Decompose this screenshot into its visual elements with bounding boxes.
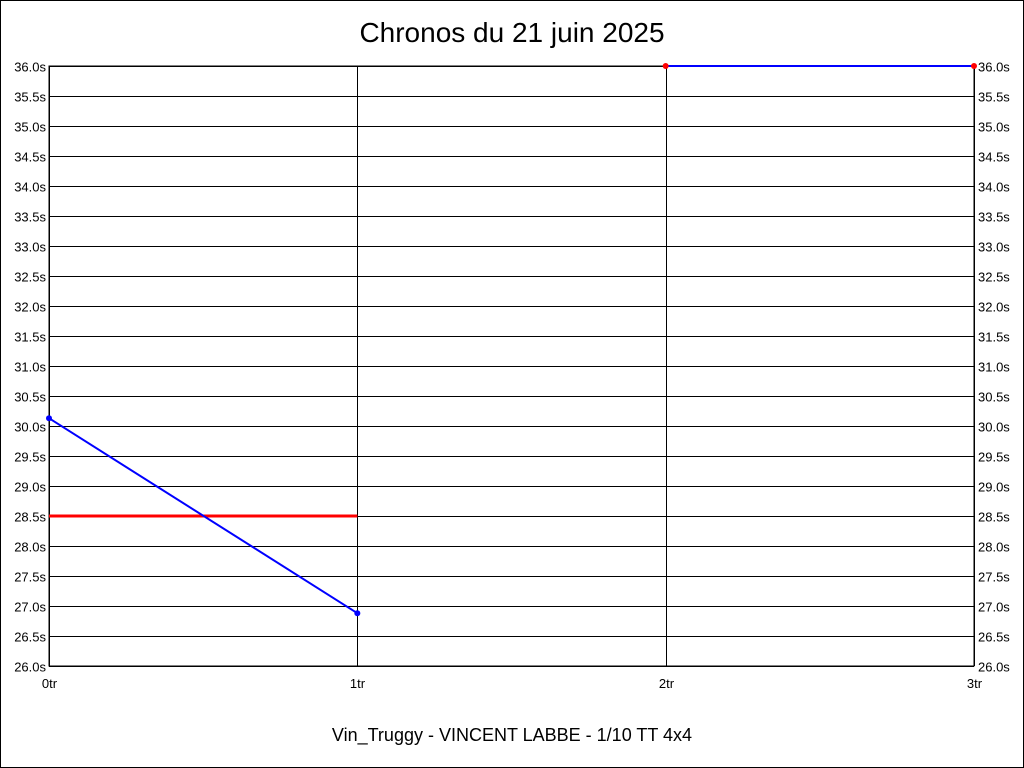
y-tick-label-left: 26.5s [14,630,46,645]
y-tick-label-right: 29.5s [978,450,1010,465]
y-tick-label-left: 35.0s [14,120,46,135]
y-tick-label-left: 32.5s [14,270,46,285]
y-tick-label-right: 36.0s [978,60,1010,75]
y-tick-label-left: 33.0s [14,240,46,255]
y-tick-label-left: 30.0s [14,420,46,435]
y-tick-label-right: 32.0s [978,300,1010,315]
data-point [662,63,669,69]
y-tick-label-right: 33.0s [978,240,1010,255]
y-tick-label-left: 36.0s [14,60,46,75]
y-tick-label-right: 30.0s [978,420,1010,435]
y-tick-label-right: 34.5s [978,150,1010,165]
y-tick-label-right: 31.5s [978,330,1010,345]
y-tick-label-left: 33.5s [14,210,46,225]
y-tick-label-left: 35.5s [14,90,46,105]
y-tick-label-left: 31.0s [14,360,46,375]
y-tick-label-left: 27.0s [14,600,46,615]
chart-subtitle: Vin_Truggy - VINCENT LABBE - 1/10 TT 4x4 [331,725,693,745]
y-tick-label-right: 26.5s [978,630,1010,645]
chart-title: Chronos du 21 juin 2025 [359,17,665,48]
y-tick-label-right: 35.0s [978,120,1010,135]
y-tick-label-left: 28.5s [14,510,46,525]
y-tick-label-right: 33.5s [978,210,1010,225]
y-tick-label-right: 29.0s [978,480,1010,495]
y-tick-label-left: 29.5s [14,450,46,465]
y-tick-label-left: 30.5s [14,390,46,405]
y-tick-label-right: 28.0s [978,540,1010,555]
y-tick-label-right: 26.0s [978,660,1010,675]
y-tick-label-left: 29.0s [14,480,46,495]
series-line-1 [48,417,358,615]
y-tick-label-right: 32.5s [978,270,1010,285]
y-tick-label-right: 27.0s [978,600,1010,615]
x-tick-label: 0tr [42,676,58,691]
y-tick-label-right: 30.5s [978,390,1010,405]
y-tick-label-right: 28.5s [978,510,1010,525]
x-tick-label: 1tr [350,676,366,691]
y-tick-label-right: 27.5s [978,570,1010,585]
y-tick-label-right: 31.0s [978,360,1010,375]
y-tick-label-left: 34.5s [14,150,46,165]
x-tick-label: 3tr [967,676,983,691]
y-tick-label-left: 28.0s [14,540,46,555]
y-tick-label-left: 27.5s [14,570,46,585]
y-tick-label-left: 31.5s [14,330,46,345]
x-tick-label: 2tr [659,676,675,691]
y-tick-label-right: 35.5s [978,90,1010,105]
data-point [971,63,977,69]
y-tick-label-left: 26.0s [14,660,46,675]
y-tick-label-left: 32.0s [14,300,46,315]
data-point [46,415,52,422]
y-tick-label-right: 34.0s [978,180,1010,195]
data-point [354,610,361,617]
y-tick-label-left: 34.0s [14,180,46,195]
